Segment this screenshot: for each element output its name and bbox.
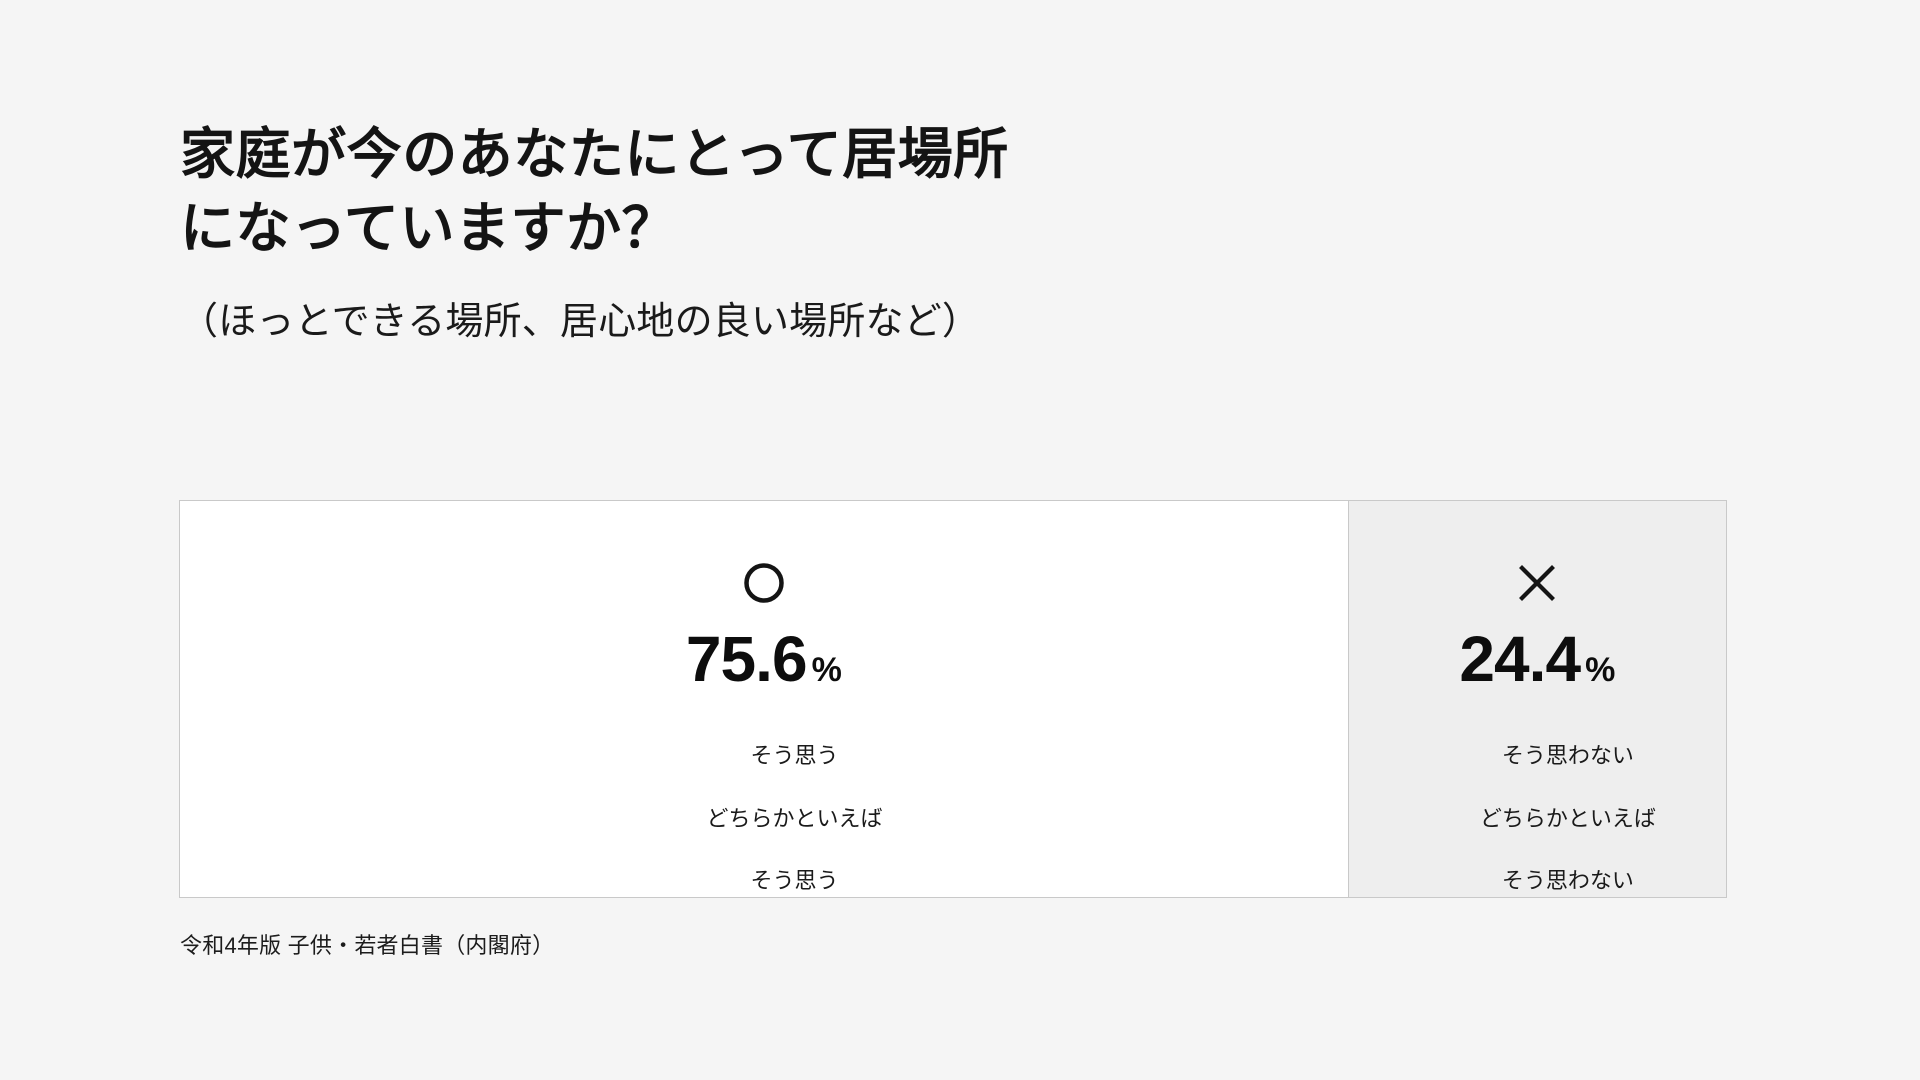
agree-label-line-2: どちらかといえば bbox=[706, 805, 883, 831]
page-title: 家庭が今のあなたにとって居場所 になっていますか？ bbox=[180, 118, 1480, 265]
disagree-value: 24.4 bbox=[1459, 623, 1581, 695]
disagree-label-line-3: そう思わない bbox=[1501, 868, 1634, 894]
disagree-label-line-1: そう思わない bbox=[1501, 743, 1634, 769]
source-note: 令和4年版 子供・若者白書（内閣府） bbox=[180, 933, 555, 958]
disagree-label: そう思わない どちらかといえば そう思わない bbox=[1419, 709, 1656, 897]
agree-value: 75.6 bbox=[685, 623, 808, 695]
disagree-value-row: 24.4 % bbox=[1459, 627, 1615, 691]
cross-mark-icon bbox=[1514, 559, 1560, 607]
bar-segment-disagree: 24.4 % そう思わない どちらかといえば そう思わない bbox=[1348, 501, 1726, 897]
agree-label: そう思う どちらかといえば そう思う bbox=[645, 709, 882, 897]
page-title-line-2: になっていますか？ bbox=[180, 196, 678, 259]
agree-value-row: 75.6 % bbox=[686, 627, 842, 691]
heading-block: 家庭が今のあなたにとって居場所 になっていますか？ （ほっとできる場所、居心地の良… bbox=[180, 118, 1480, 348]
bar-segment-disagree-content: 24.4 % そう思わない どちらかといえば そう思わない bbox=[1419, 501, 1656, 897]
disagree-percent-symbol: % bbox=[1585, 651, 1616, 689]
circle-mark-icon bbox=[741, 559, 787, 607]
agree-percent-symbol: % bbox=[811, 651, 842, 689]
agree-label-line-3: そう思う bbox=[750, 868, 839, 894]
agree-label-line-1: そう思う bbox=[750, 743, 839, 769]
bar-segment-agree-content: 75.6 % そう思う どちらかといえば そう思う bbox=[645, 501, 882, 897]
bar-segment-agree: 75.6 % そう思う どちらかといえば そう思う bbox=[180, 501, 1349, 897]
disagree-label-line-2: どちらかといえば bbox=[1479, 805, 1656, 831]
page-subtitle: （ほっとできる場所、居心地の良い場所など） bbox=[180, 301, 981, 344]
page-title-line-1: 家庭が今のあなたにとって居場所 bbox=[180, 123, 1009, 185]
stacked-bar-chart: 75.6 % そう思う どちらかといえば そう思う bbox=[179, 500, 1727, 898]
